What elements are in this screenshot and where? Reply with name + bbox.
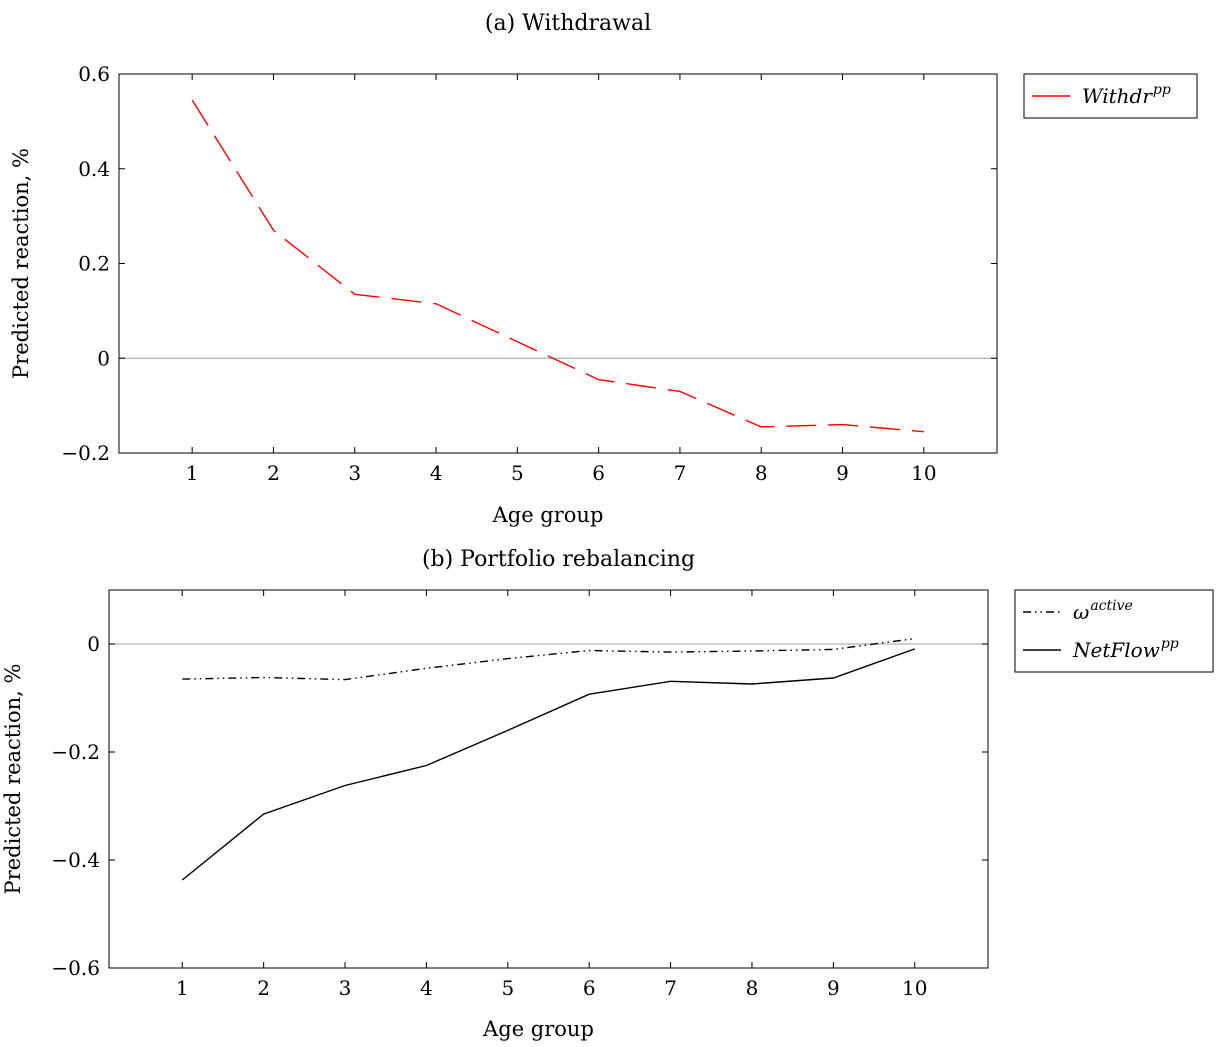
- legend: Withdrpp: [1023, 73, 1198, 119]
- y-tick-label: −0.4: [51, 848, 100, 872]
- legend: ωactive NetFlowpp: [1014, 589, 1214, 673]
- x-tick-label: 2: [267, 461, 280, 485]
- series-line-withdrpp: [191, 99, 924, 433]
- x-tick-label: 4: [430, 461, 443, 485]
- legend-box: [1014, 589, 1214, 673]
- legend-entry-label: NetFlowpp: [1072, 636, 1179, 662]
- x-tick-label: 3: [348, 461, 361, 485]
- plot-frame: [108, 589, 989, 969]
- y-tick-label: 0: [87, 632, 100, 656]
- x-tick-label: 1: [176, 976, 189, 1000]
- x-tick-label: 4: [420, 976, 433, 1000]
- y-tick-label: 0: [97, 346, 110, 370]
- x-tick-label: 10: [911, 461, 936, 485]
- y-tick-label: 0.6: [78, 62, 110, 86]
- y-axis-label: Predicted reaction, %: [9, 148, 33, 379]
- x-axis-label: Age group: [492, 503, 604, 527]
- x-tick-label: 3: [339, 976, 352, 1000]
- x-tick-label: 6: [592, 461, 605, 485]
- chart-panel-a: (a) Withdrawal 1 2 3 4 5 6 7 8 9 10 −0.2 0 0.2 0.4 0.6 A…: [9, 11, 1198, 527]
- y-tick-label: 0.4: [78, 157, 110, 181]
- y-tick-label: −0.6: [51, 956, 100, 980]
- chart-panel-b: (b) Portfolio rebalancing 1 2 3 4 5 6 7 8 9 10 −0.6…: [1, 547, 1214, 1041]
- x-tick-label: 9: [836, 461, 849, 485]
- series-line-active: [182, 637, 915, 681]
- y-axis-label: Predicted reaction, %: [1, 664, 25, 895]
- y-tick-label: −0.2: [51, 740, 100, 764]
- chart-title: (b) Portfolio rebalancing: [422, 547, 695, 572]
- x-axis-label: Age group: [482, 1017, 594, 1041]
- x-tick-label: 5: [501, 976, 514, 1000]
- x-tick-label: 6: [583, 976, 596, 1000]
- legend-entry-label: ωactive: [1073, 598, 1133, 624]
- series-line-netflowpp: [181, 648, 916, 881]
- plot-frame: [118, 73, 998, 454]
- chart-title: (a) Withdrawal: [485, 11, 651, 36]
- legend-entry-label: Withdrpp: [1082, 82, 1171, 108]
- x-tick-label: 5: [511, 461, 524, 485]
- x-tick-label: 7: [664, 976, 677, 1000]
- x-tick-label: 8: [746, 976, 759, 1000]
- x-tick-label: 10: [902, 976, 927, 1000]
- y-tick-label: −0.2: [61, 441, 110, 465]
- x-tick-label: 7: [674, 461, 687, 485]
- x-tick-label: 2: [257, 976, 270, 1000]
- x-tick-label: 9: [827, 976, 840, 1000]
- y-tick-label: 0.2: [78, 252, 110, 276]
- x-tick-label: 1: [186, 461, 199, 485]
- x-tick-label: 8: [755, 461, 768, 485]
